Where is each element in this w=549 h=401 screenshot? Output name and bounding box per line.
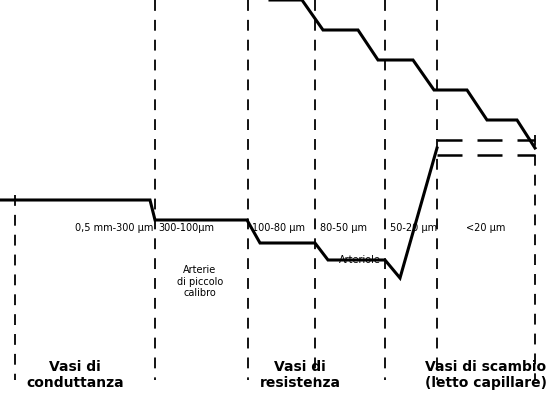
Text: <20 μm: <20 μm	[466, 223, 506, 233]
Text: Arterie
di piccolo
calibro: Arterie di piccolo calibro	[177, 265, 223, 298]
Text: 50-20 μm: 50-20 μm	[390, 223, 437, 233]
Text: Vasi di
conduttanza: Vasi di conduttanza	[26, 360, 124, 390]
Text: Vasi di
resistenza: Vasi di resistenza	[260, 360, 340, 390]
Text: 80-50 μm: 80-50 μm	[320, 223, 367, 233]
Text: Vasi di scambio
(letto capillare): Vasi di scambio (letto capillare)	[425, 360, 547, 390]
Text: 300-100μm: 300-100μm	[158, 223, 214, 233]
Text: 100-80 μm: 100-80 μm	[252, 223, 305, 233]
Text: 0,5 mm-300 μm: 0,5 mm-300 μm	[75, 223, 153, 233]
Text: Arteriole: Arteriole	[339, 255, 381, 265]
